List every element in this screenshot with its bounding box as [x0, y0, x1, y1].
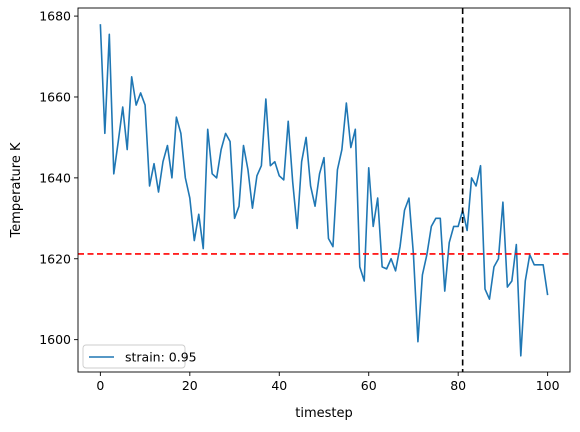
- x-tick-label: 20: [182, 378, 198, 393]
- y-tick-label: 1600: [39, 332, 71, 347]
- legend: strain: 0.95: [82, 344, 197, 369]
- x-tick-label: 60: [361, 378, 377, 393]
- x-tick-label: 100: [536, 378, 560, 393]
- x-axis-title: timestep: [295, 406, 353, 421]
- y-axis-title: Temperature K: [9, 142, 24, 238]
- series-layer: [99, 24, 549, 357]
- x-tick-label: 80: [450, 378, 466, 393]
- x-tick-label: 0: [96, 378, 104, 393]
- reference-lines: [78, 8, 570, 372]
- axes: [77, 7, 571, 373]
- y-tick-label: 1660: [39, 89, 71, 104]
- y-tick-label: 1680: [39, 9, 71, 24]
- legend-label: strain: 0.95: [125, 350, 197, 365]
- y-tick-label: 1620: [39, 251, 71, 266]
- axes-frame: [77, 7, 571, 373]
- x-tick-label: 40: [271, 378, 287, 393]
- y-tick-label: 1640: [39, 170, 71, 185]
- ticks: 0 20 40 60 80 100 1600 1620 1640 1660 1680: [39, 9, 559, 393]
- series-line-0: [99, 24, 549, 357]
- legend-box: [82, 344, 186, 369]
